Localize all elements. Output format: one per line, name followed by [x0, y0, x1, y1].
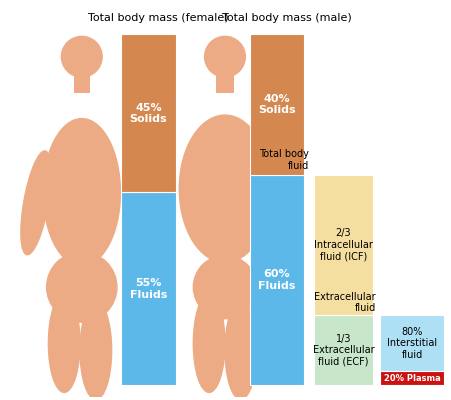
Bar	[250, 34, 304, 175]
Ellipse shape	[179, 115, 271, 262]
Ellipse shape	[46, 252, 117, 322]
Ellipse shape	[193, 294, 225, 392]
Bar	[121, 192, 175, 385]
Ellipse shape	[225, 301, 257, 400]
Text: 40%
Solids: 40% Solids	[258, 94, 295, 115]
Bar	[250, 175, 304, 385]
Bar	[380, 371, 444, 385]
Ellipse shape	[80, 301, 112, 400]
Circle shape	[61, 36, 102, 77]
Text: 1/3
Extracellular
fluid (ECF): 1/3 Extracellular fluid (ECF)	[313, 334, 374, 367]
FancyBboxPatch shape	[216, 69, 234, 93]
Bar	[314, 175, 373, 315]
Ellipse shape	[43, 118, 120, 266]
Text: 80%
Interstitial
fluid: 80% Interstitial fluid	[387, 327, 437, 360]
Ellipse shape	[261, 148, 295, 258]
Text: Total body mass (female): Total body mass (female)	[88, 12, 229, 22]
Text: 20% Plasma: 20% Plasma	[384, 374, 441, 383]
Bar	[121, 34, 175, 192]
Bar	[314, 315, 373, 385]
Ellipse shape	[48, 294, 80, 392]
Circle shape	[205, 36, 245, 77]
Bar	[380, 315, 444, 371]
Text: 2/3
Intracellular
fluid (ICF): 2/3 Intracellular fluid (ICF)	[314, 228, 373, 262]
Ellipse shape	[21, 151, 51, 255]
FancyBboxPatch shape	[74, 69, 89, 93]
Text: 60%
Fluids: 60% Fluids	[258, 269, 295, 291]
Text: 55%
Fluids: 55% Fluids	[130, 278, 167, 300]
Text: Total body
fluid: Total body fluid	[259, 149, 309, 171]
Text: Total body mass (male): Total body mass (male)	[222, 12, 352, 22]
Text: Extracellular
fluid: Extracellular fluid	[314, 292, 376, 313]
Text: 45%
Solids: 45% Solids	[129, 102, 167, 124]
Ellipse shape	[193, 256, 257, 319]
